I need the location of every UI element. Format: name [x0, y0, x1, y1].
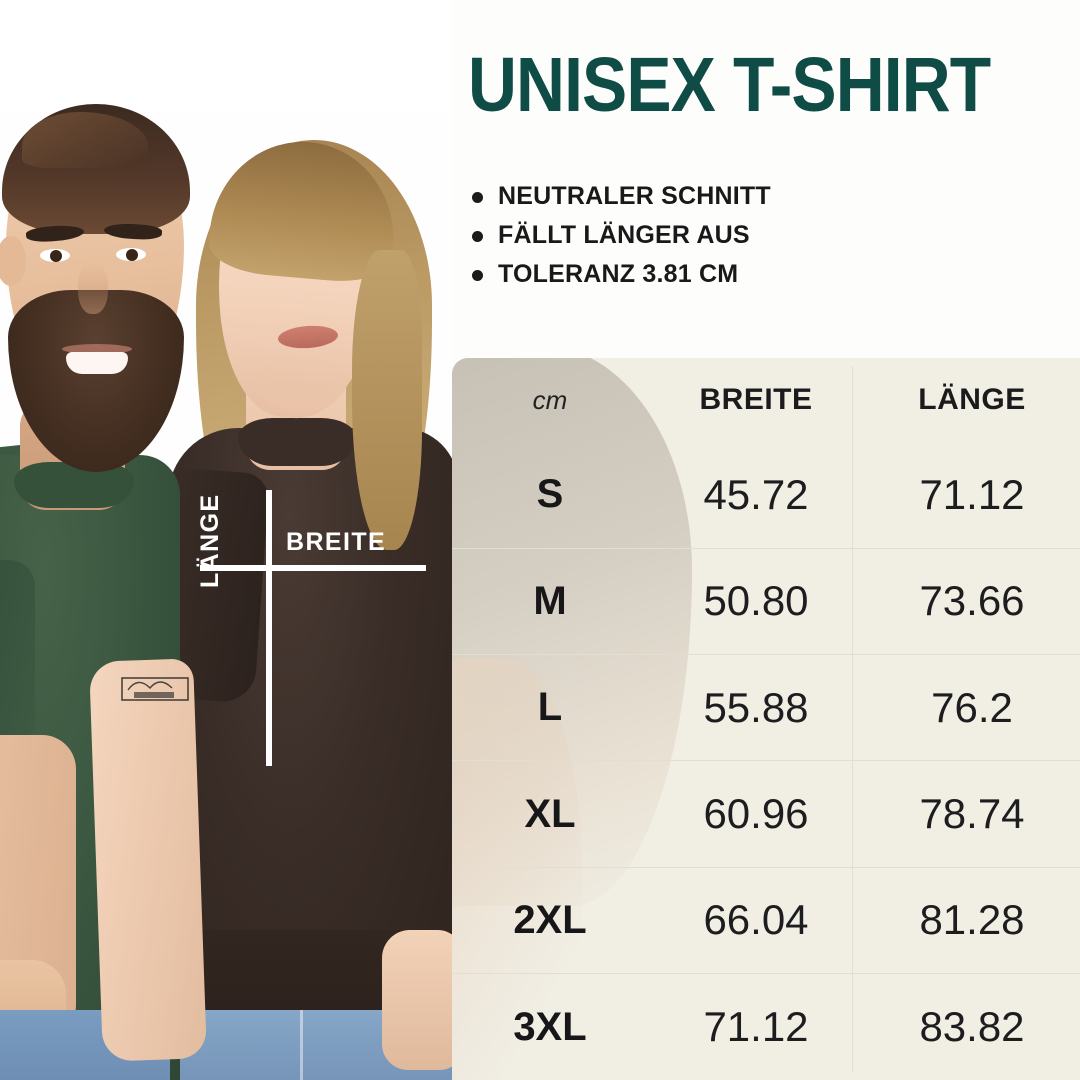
table-row: 2XL 66.04 81.28	[452, 866, 1080, 974]
row-length: 71.12	[919, 470, 1025, 518]
table-row: M 50.80 73.66	[452, 547, 1080, 655]
row-length: 81.28	[864, 866, 1080, 974]
row-size: XL	[452, 760, 648, 868]
list-item: TOLERANZ 3.81 CM	[472, 260, 1072, 289]
woman-arm	[89, 658, 207, 1062]
feature-label: FÄLLT LÄNGER AUS	[498, 221, 750, 249]
row-length: 76.2	[864, 654, 1080, 761]
table-body: S 45.72 71.12 M 50.80 73.66 L 55.88 76.2	[452, 442, 1080, 1080]
row-size: L	[452, 654, 648, 761]
row-width: 45.72	[703, 470, 809, 518]
row-size: S	[536, 472, 564, 517]
table-row: S 45.72 71.12	[452, 442, 1080, 548]
row-length: 78.74	[864, 760, 1080, 868]
man-pupil-right	[126, 249, 138, 261]
size-table: cm BREITE LÄNGE S 45.72 71.12 M 50.80 73…	[452, 358, 1080, 1080]
row-width: 55.88	[648, 654, 864, 761]
feature-label: TOLERANZ 3.81 CM	[498, 260, 739, 288]
length-measure-line	[266, 490, 272, 766]
row-size: M	[452, 547, 648, 655]
header-length: LÄNGE	[918, 383, 1026, 416]
header-width: BREITE	[699, 383, 813, 416]
width-measure-line	[200, 565, 426, 571]
page-title: UNISEX T-SHIRT	[468, 42, 991, 128]
table-row: L 55.88 76.2	[452, 654, 1080, 761]
woman-shirt-collar	[238, 418, 356, 466]
woman-face	[218, 150, 384, 418]
row-width: 60.96	[648, 760, 864, 868]
info-panel: UNISEX T-SHIRT NEUTRALER SCHNITT FÄLLT L…	[452, 0, 1080, 1080]
bullet-dot-icon	[472, 231, 483, 242]
list-item: NEUTRALER SCHNITT	[472, 182, 1072, 211]
bullet-dot-icon	[472, 270, 483, 281]
length-measure-label: LÄNGE	[196, 493, 224, 589]
man-shirt-sleeve	[0, 560, 35, 750]
man-nose	[78, 262, 108, 314]
tattoo-icon	[121, 677, 189, 701]
table-row: XL 60.96 78.74	[452, 760, 1080, 868]
feature-label: NEUTRALER SCHNITT	[498, 182, 771, 210]
row-size: 2XL	[452, 866, 648, 974]
row-size: 3XL	[452, 973, 648, 1080]
table-row: 3XL 71.12 83.82	[452, 973, 1080, 1080]
table-header-row: cm BREITE LÄNGE	[452, 358, 1080, 442]
size-table-panel: cm BREITE LÄNGE S 45.72 71.12 M 50.80 73…	[452, 358, 1080, 1080]
man-hair-part	[22, 112, 148, 168]
man-ear	[0, 236, 26, 286]
table-header: cm BREITE LÄNGE	[452, 358, 1080, 442]
list-item: FÄLLT LÄNGER AUS	[472, 221, 1072, 250]
jeans-seam	[300, 1010, 303, 1080]
header-unit: cm	[532, 384, 568, 415]
man-teeth	[66, 352, 128, 374]
row-length: 73.66	[864, 547, 1080, 655]
man-pupil-left	[50, 250, 62, 262]
feature-list: NEUTRALER SCHNITT FÄLLT LÄNGER AUS TOLER…	[472, 182, 1072, 299]
row-width: 71.12	[648, 973, 864, 1080]
man-upper-lip	[62, 344, 132, 354]
row-width: 50.80	[648, 547, 864, 655]
row-width: 66.04	[648, 866, 864, 974]
model-photo: BREITE LÄNGE	[0, 0, 452, 1080]
woman-hair-strand	[352, 250, 422, 550]
row-length: 83.82	[864, 973, 1080, 1080]
man-shirt-collar	[14, 462, 134, 508]
width-measure-label: BREITE	[286, 528, 387, 556]
woman-chin	[258, 352, 348, 412]
bullet-dot-icon	[472, 192, 483, 203]
woman-hand-right	[382, 930, 452, 1070]
